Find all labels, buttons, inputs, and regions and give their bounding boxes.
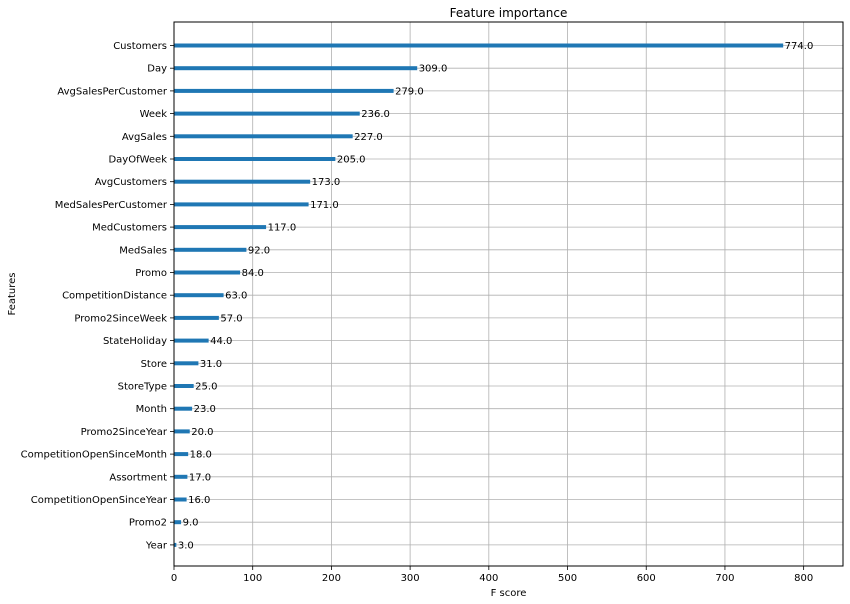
y-tick-label: Month: [136, 404, 167, 415]
value-label: 205.0: [337, 155, 366, 166]
value-label: 17.0: [189, 472, 211, 483]
value-label: 173.0: [312, 177, 341, 188]
value-labels: 774.0 309.0 279.0 236.0 227.0 205.0 173.0 171.0…: [178, 41, 813, 551]
x-tick-label: 400: [479, 573, 498, 584]
value-label: 309.0: [419, 64, 448, 75]
bar: [174, 270, 241, 275]
y-tick-label: Promo2: [129, 518, 167, 529]
y-tick-label: CompetitionOpenSinceYear: [31, 495, 168, 506]
plot-frame: [173, 21, 844, 567]
y-tick-label: MedSales: [119, 245, 167, 256]
bar: [174, 134, 353, 139]
bar: [174, 247, 247, 252]
y-axis-label: Features: [7, 273, 18, 316]
bar: [174, 225, 267, 230]
bars: [174, 43, 784, 547]
bar: [174, 88, 394, 93]
x-tick-label: 100: [243, 573, 262, 584]
value-label: 23.0: [194, 404, 216, 415]
y-axis-ticks: Customers Day AvgSalesPerCustomer Week AvgSa…: [21, 41, 174, 551]
y-tick-label: Store: [141, 359, 167, 370]
value-label: 20.0: [191, 427, 213, 438]
bar: [174, 157, 336, 161]
bar: [174, 338, 209, 343]
value-label: 774.0: [785, 41, 814, 52]
value-label: 3.0: [178, 540, 194, 551]
bar: [174, 520, 182, 525]
x-tick-label: 800: [794, 573, 813, 584]
value-label: 84.0: [242, 268, 264, 279]
bar: [174, 66, 418, 71]
value-label: 279.0: [395, 86, 424, 97]
chart-title: Feature importance: [450, 6, 568, 20]
bar: [174, 406, 193, 411]
y-tick-label: Customers: [113, 41, 167, 52]
bar: [174, 497, 187, 502]
value-label: 236.0: [361, 109, 390, 120]
y-tick-label: DayOfWeek: [108, 155, 167, 166]
value-label: 16.0: [188, 495, 210, 506]
x-tick-label: 500: [558, 573, 577, 584]
y-tick-label: AvgSalesPerCustomer: [57, 86, 168, 97]
y-tick-label: MedCustomers: [92, 223, 167, 234]
bar: [174, 315, 219, 320]
value-label: 44.0: [210, 336, 232, 347]
bar: [174, 452, 189, 457]
x-tick-label: 0: [171, 573, 177, 584]
x-tick-label: 200: [322, 573, 341, 584]
bar: [174, 542, 177, 547]
value-label: 25.0: [195, 382, 217, 393]
y-tick-label: Year: [145, 540, 168, 551]
x-tick-label: 300: [401, 573, 420, 584]
value-label: 18.0: [190, 450, 212, 461]
y-tick-label: Promo: [135, 268, 167, 279]
bar: [174, 202, 309, 207]
bar: [174, 111, 360, 116]
y-tick-label: AvgSales: [122, 132, 167, 143]
y-tick-label: Day: [147, 64, 167, 75]
x-tick-label: 700: [715, 573, 734, 584]
y-tick-label: Assortment: [109, 472, 167, 483]
y-tick-label: Promo2SinceYear: [81, 427, 168, 438]
x-axis-ticks: 0 100 200 300 400 500 600 700 800: [171, 566, 813, 584]
x-axis-label: F score: [491, 588, 527, 599]
y-tick-label: Promo2SinceWeek: [74, 313, 167, 324]
value-label: 171.0: [310, 200, 339, 211]
bar: [174, 43, 784, 48]
y-tick-label: StateHoliday: [103, 336, 167, 347]
y-tick-label: StoreType: [118, 382, 167, 393]
bar: [174, 474, 188, 479]
value-label: 9.0: [183, 518, 199, 529]
value-label: 31.0: [200, 359, 222, 370]
x-tick-label: 600: [637, 573, 656, 584]
value-label: 92.0: [248, 245, 270, 256]
y-tick-label: CompetitionOpenSinceMonth: [21, 450, 167, 461]
value-label: 227.0: [354, 132, 383, 143]
bar: [174, 179, 311, 184]
value-label: 117.0: [268, 223, 297, 234]
y-tick-label: AvgCustomers: [95, 177, 167, 188]
y-tick-label: MedSalesPerCustomer: [55, 200, 168, 211]
value-label: 57.0: [220, 313, 242, 324]
bar: [174, 361, 199, 366]
bar: [174, 384, 194, 388]
y-tick-label: Week: [140, 109, 168, 120]
y-tick-label: CompetitionDistance: [62, 291, 167, 302]
bar: [174, 429, 190, 434]
value-label: 63.0: [225, 291, 247, 302]
bar: [174, 293, 224, 298]
